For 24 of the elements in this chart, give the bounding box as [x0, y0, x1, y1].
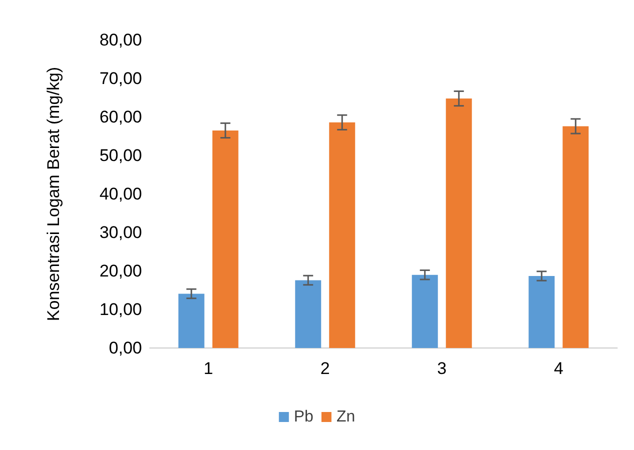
bar — [528, 276, 555, 348]
bar — [178, 294, 204, 348]
y-tick-label: 40,00 — [99, 184, 142, 204]
y-tick-label: 0,00 — [108, 338, 142, 358]
y-tick-label: 70,00 — [99, 69, 142, 88]
bar — [446, 98, 472, 348]
bar — [295, 280, 322, 348]
bar — [562, 126, 589, 348]
y-tick-label: 30,00 — [99, 223, 142, 242]
bar — [212, 130, 238, 348]
y-tick-label: 60,00 — [99, 108, 142, 126]
y-tick-label: 10,00 — [99, 300, 142, 319]
x-tick-label: 2 — [320, 359, 330, 378]
bar — [329, 122, 356, 348]
y-tick-label: 80,00 — [99, 30, 142, 50]
x-tick-label: 4 — [554, 359, 564, 378]
y-tick-label: 20,00 — [99, 262, 142, 280]
y-tick-label: 50,00 — [99, 146, 142, 165]
y-axis-title: Konsentrasi Logam Berat (mg/kg) — [44, 66, 63, 322]
x-tick-label: 3 — [437, 359, 447, 378]
legend-label: Zn — [336, 408, 356, 426]
x-tick-label: 1 — [204, 359, 214, 378]
legend-label: Pb — [294, 408, 314, 426]
bar — [412, 274, 438, 348]
